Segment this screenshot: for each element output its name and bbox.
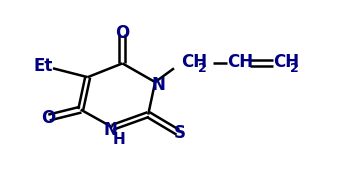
Text: H: H — [113, 132, 126, 147]
Text: O: O — [41, 108, 55, 127]
Text: 2: 2 — [198, 62, 206, 75]
Text: CH: CH — [181, 53, 207, 71]
Text: Et: Et — [33, 57, 53, 75]
Text: O: O — [115, 24, 130, 42]
Text: CH: CH — [273, 53, 299, 71]
Text: S: S — [174, 124, 186, 142]
Text: N: N — [151, 76, 165, 94]
Text: N: N — [104, 121, 117, 139]
Text: 2: 2 — [290, 62, 299, 75]
Text: CH: CH — [227, 53, 254, 71]
